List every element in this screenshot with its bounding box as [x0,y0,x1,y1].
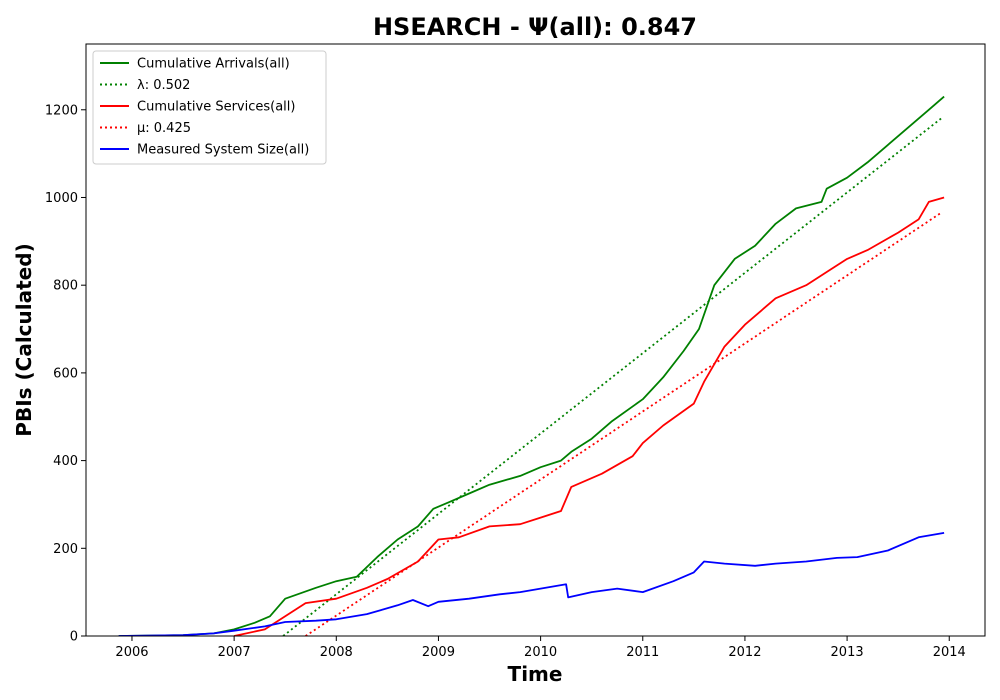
x-tick-label: 2008 [320,645,353,660]
legend-label-3: μ: 0.425 [137,121,191,136]
plot-area [118,95,945,636]
series-layer [118,95,945,636]
series-line-3 [305,212,942,636]
series-line-2 [233,196,945,636]
plot-frame [85,43,986,637]
y-tick-label: 200 [53,542,78,557]
x-tick-label: 2013 [831,645,864,660]
x-tick-label: 2010 [524,645,557,660]
series-line-4 [118,532,945,636]
chart-title: HSEARCH - Ψ(all): 0.847 [373,13,697,41]
x-axis-title: Time [508,662,563,686]
legend-box [92,50,327,165]
y-tick-label: 1200 [45,103,78,118]
x-tick-label: 2012 [728,645,761,660]
legend: Cumulative Arrivals(all) λ: 0.502 Cumulati… [92,50,327,165]
y-tick-label: 0 [70,630,78,645]
y-tick-label: 600 [53,366,78,381]
x-tick-label: 2007 [218,645,251,660]
x-tick-label: 2009 [422,645,455,660]
x-tick-label: 2014 [933,645,966,660]
legend-label-1: λ: 0.502 [137,78,190,93]
legend-label-0: Cumulative Arrivals(all) [137,57,290,72]
y-tick-label: 400 [53,454,78,469]
y-axis-title: PBIs (Calculated) [12,243,36,436]
y-axis: 0 200 400 600 800 1000 1200 [45,103,86,645]
x-axis: 2006 2007 2008 2009 2010 2011 2012 2013 2014 [115,636,966,660]
x-tick-label: 2011 [626,645,659,660]
legend-label-4: Measured System Size(all) [137,143,309,158]
y-tick-label: 800 [53,279,78,294]
series-line-0 [118,95,945,636]
legend-label-2: Cumulative Services(all) [137,100,295,115]
y-tick-label: 1000 [45,191,78,206]
x-tick-label: 2006 [115,645,148,660]
